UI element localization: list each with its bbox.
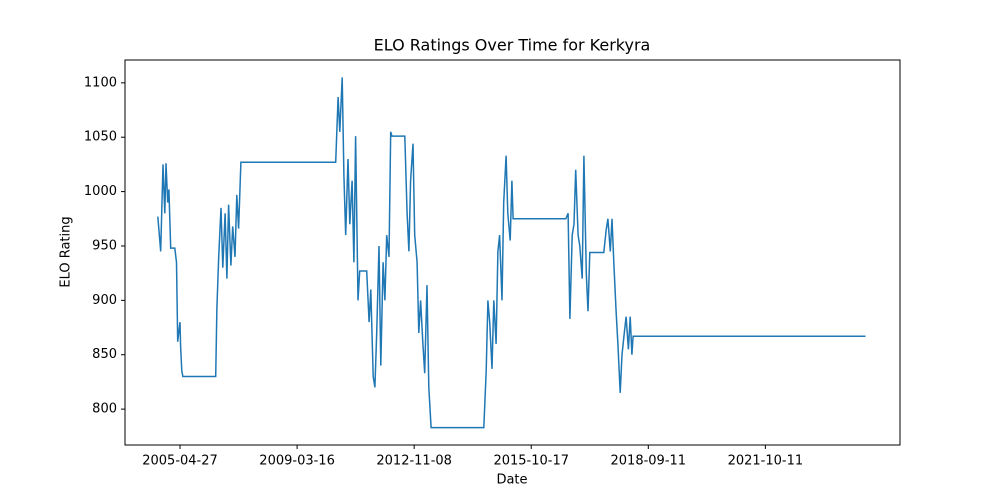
x-tick-label: 2015-10-17 — [493, 454, 569, 469]
x-tick-label: 2009-03-16 — [259, 454, 335, 469]
y-tick-label: 1000 — [84, 184, 117, 199]
x-tick-label: 2018-09-11 — [611, 454, 687, 469]
x-tick-label: 2005-04-27 — [142, 454, 218, 469]
x-tick-label: 2012-11-08 — [376, 454, 452, 469]
y-tick-label: 1100 — [84, 75, 117, 90]
y-axis-label: ELO Rating — [59, 216, 74, 287]
chart-title: ELO Ratings Over Time for Kerkyra — [374, 36, 651, 55]
x-tick-label: 2021-10-11 — [728, 454, 804, 469]
y-tick-label: 950 — [92, 238, 117, 253]
x-axis-label: Date — [496, 473, 527, 488]
y-tick-label: 1050 — [84, 130, 117, 145]
y-tick-label: 850 — [92, 347, 117, 362]
plot-frame — [124, 59, 901, 446]
y-tick-label: 900 — [92, 293, 117, 308]
line-series — [157, 77, 866, 429]
y-tick-label: 800 — [92, 402, 117, 417]
